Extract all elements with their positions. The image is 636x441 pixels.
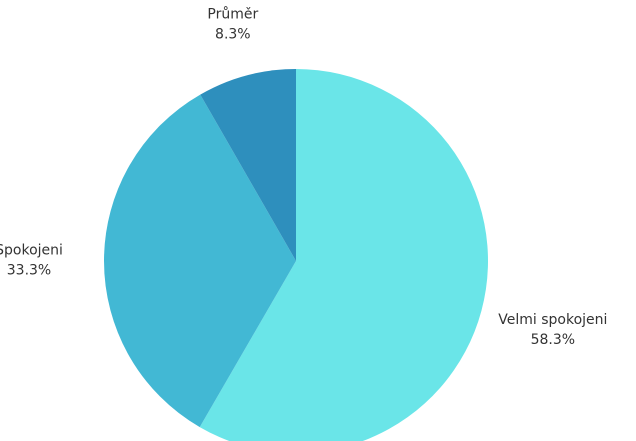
slice-value-label: 33.3% xyxy=(7,263,51,279)
slice-label: Velmi spokojeni xyxy=(498,312,607,328)
pie-slice xyxy=(104,94,296,428)
pie-slice xyxy=(200,69,296,261)
slice-label: Průměr xyxy=(207,7,258,23)
slice-value-label: 8.3% xyxy=(215,27,251,43)
pie-slice xyxy=(199,69,488,441)
slice-label: Spokojeni xyxy=(0,243,63,259)
slice-value-label: 58.3% xyxy=(531,332,575,348)
